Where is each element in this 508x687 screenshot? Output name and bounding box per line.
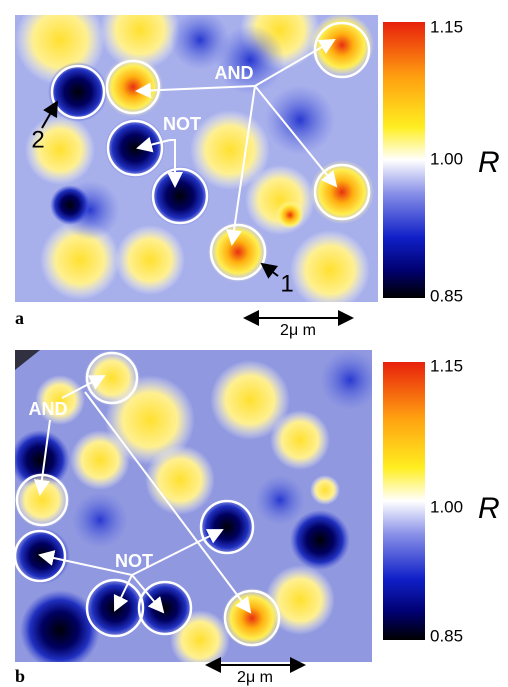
scale-bar-label: 2μ m: [237, 669, 273, 686]
colorbar-tick: 0.85: [430, 286, 463, 305]
annotation: AND: [215, 63, 254, 83]
colorbar-tick: 1.15: [430, 356, 463, 375]
colorbar-label: R: [478, 492, 500, 525]
panel-label: b: [15, 666, 25, 686]
scale-bar-label: 2μ m: [280, 322, 316, 339]
annotation: NOT: [115, 551, 153, 571]
colorbar-label: R: [478, 146, 500, 179]
annotation: AND: [29, 399, 68, 419]
colorbar-tick: 1.00: [430, 497, 463, 516]
colorbar-tick: 0.85: [430, 626, 463, 645]
colorbar-tick: 1.00: [430, 149, 463, 168]
colorbar: [383, 22, 425, 298]
annotation: 1: [280, 270, 293, 297]
annotation: 2: [31, 126, 44, 153]
colorbar: [383, 362, 425, 640]
colorbar-tick: 1.15: [430, 17, 463, 36]
annotation: NOT: [163, 114, 201, 134]
figure: AND NOT 1 2 1.15 1.00 0.85 R a 2μ m AND …: [0, 0, 508, 687]
panel-label: a: [15, 308, 24, 328]
